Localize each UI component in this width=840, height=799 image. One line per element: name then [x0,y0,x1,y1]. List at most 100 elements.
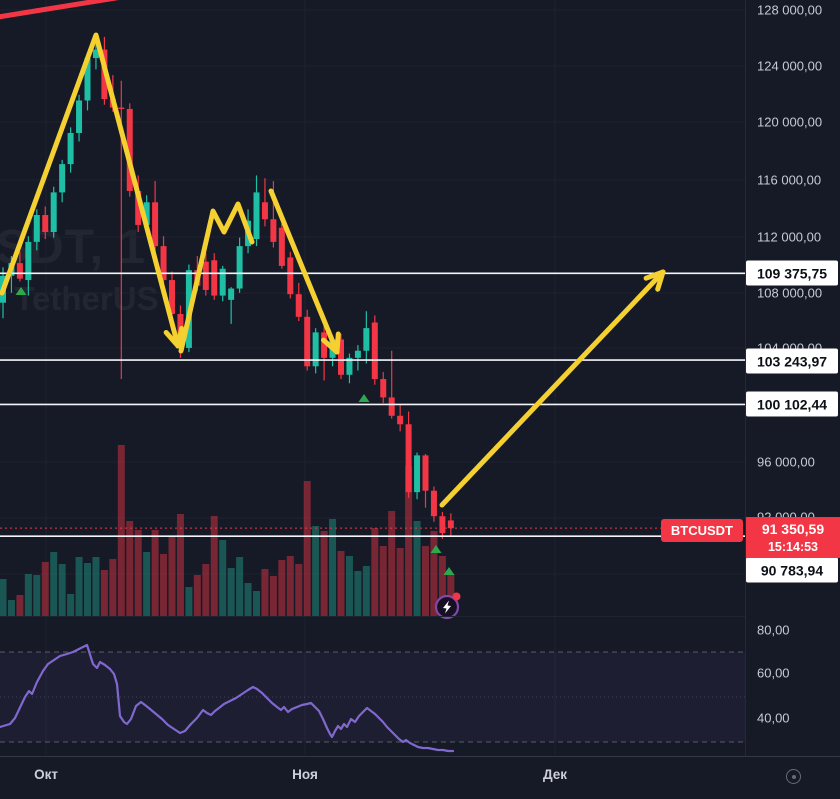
price-tick: 80,00 [757,622,790,638]
volume-bar [405,466,413,616]
volume-bar [362,566,370,616]
trend-arrow-annotation[interactable] [0,32,181,349]
candle-body [236,246,243,289]
volume-bar [236,557,244,616]
volume-bar [100,570,108,616]
volume-bar [92,557,100,616]
volume-bar [143,552,151,616]
candle-body [25,241,32,281]
volume-bar [286,556,294,616]
candle-body [338,339,344,375]
bar-countdown: 15:14:53 [767,539,819,554]
volume-bar [422,546,429,616]
candle-body [312,332,319,367]
candle-body [261,202,268,220]
price-tick: 112 000,00 [757,229,822,245]
candle-body [143,202,150,225]
candle-body [92,49,99,59]
price-tick: 96 000,00 [757,454,815,470]
candle-body [118,107,125,109]
buy-signal-marker [443,567,455,575]
candle-body [414,455,421,493]
volume-bar [41,562,49,616]
volume-bar [447,574,455,616]
buy-signal-marker [15,287,27,295]
trend-arrow-annotation[interactable] [178,201,255,354]
volume-bar [67,594,75,616]
candle-body [219,268,226,296]
volume-bar [312,526,320,616]
last-price-label: 91 350,59 15:14:53 [746,517,840,558]
arrowhead [320,337,340,355]
volume-bar [16,595,24,616]
buy-signal-marker [430,545,442,553]
month-label: Ноя [292,767,318,782]
volume-bar [210,516,218,616]
axis-divider [0,756,840,757]
volume-bar [126,521,134,616]
month-label: Окт [34,767,58,782]
level-price-label: 90 783,94 [746,557,838,583]
volume-bar [345,556,353,616]
volume-bar [0,579,7,616]
scroll-to-realtime-icon[interactable] [786,769,801,784]
buy-signal-marker [358,394,370,402]
volume-bar [303,481,311,616]
last-price-value: 91 350,59 [761,520,825,537]
volume-bar [75,557,83,616]
rsi-band [0,652,745,742]
price-tick: 116 000,00 [757,172,822,188]
candle-body [321,332,328,358]
arrowhead [655,269,666,292]
volume-bar [109,559,117,616]
volume-bar [168,536,176,616]
candle-body [380,379,387,398]
candle-body [84,58,91,101]
volume-bar [337,551,345,616]
candle-body [388,397,395,416]
rsi-line [0,643,455,753]
volume-bar [117,445,125,616]
volume-bar [329,519,337,616]
volume-bar [160,554,168,616]
volume-bar [33,575,41,616]
candle-body [287,257,294,295]
candle-body [202,261,209,290]
volume-bar [269,576,277,616]
price-tick: 108 000,00 [757,285,823,301]
candle-body [422,455,429,491]
volume-bar [253,591,260,616]
candle-body [42,215,49,232]
volume-bar [193,575,201,616]
level-price-label: 103 243,97 [746,348,838,374]
level-price-label: 109 375,75 [746,260,838,286]
price-tick: 128 000,00 [757,2,823,18]
arrowhead [163,329,181,349]
price-tick: 60,00 [757,665,790,681]
candle-body [59,164,66,193]
volume-bar [413,521,421,616]
trend-arrow-annotation[interactable] [268,188,340,355]
candle-body [295,294,302,317]
pane-divider[interactable] [0,616,745,617]
candle-body [346,357,353,375]
candle-body [211,260,218,296]
volume-bar [396,548,404,616]
symbol-price-badge[interactable]: BTCUSDT [660,519,743,542]
candle-body [278,227,285,266]
candle-body [447,520,454,529]
price-tick: 40,00 [757,710,790,726]
volume-bar [430,531,438,616]
red-trendline-annotation[interactable] [0,0,128,20]
scale-divider [745,0,746,757]
volume-bar [354,571,362,616]
candle-body [228,288,235,300]
volume-bar [320,531,328,616]
trend-arrow-annotation[interactable] [439,269,666,508]
price-tick: 120 000,00 [757,114,823,130]
candle-body [397,415,404,425]
candle-body [50,192,57,232]
candle-body [439,516,446,534]
